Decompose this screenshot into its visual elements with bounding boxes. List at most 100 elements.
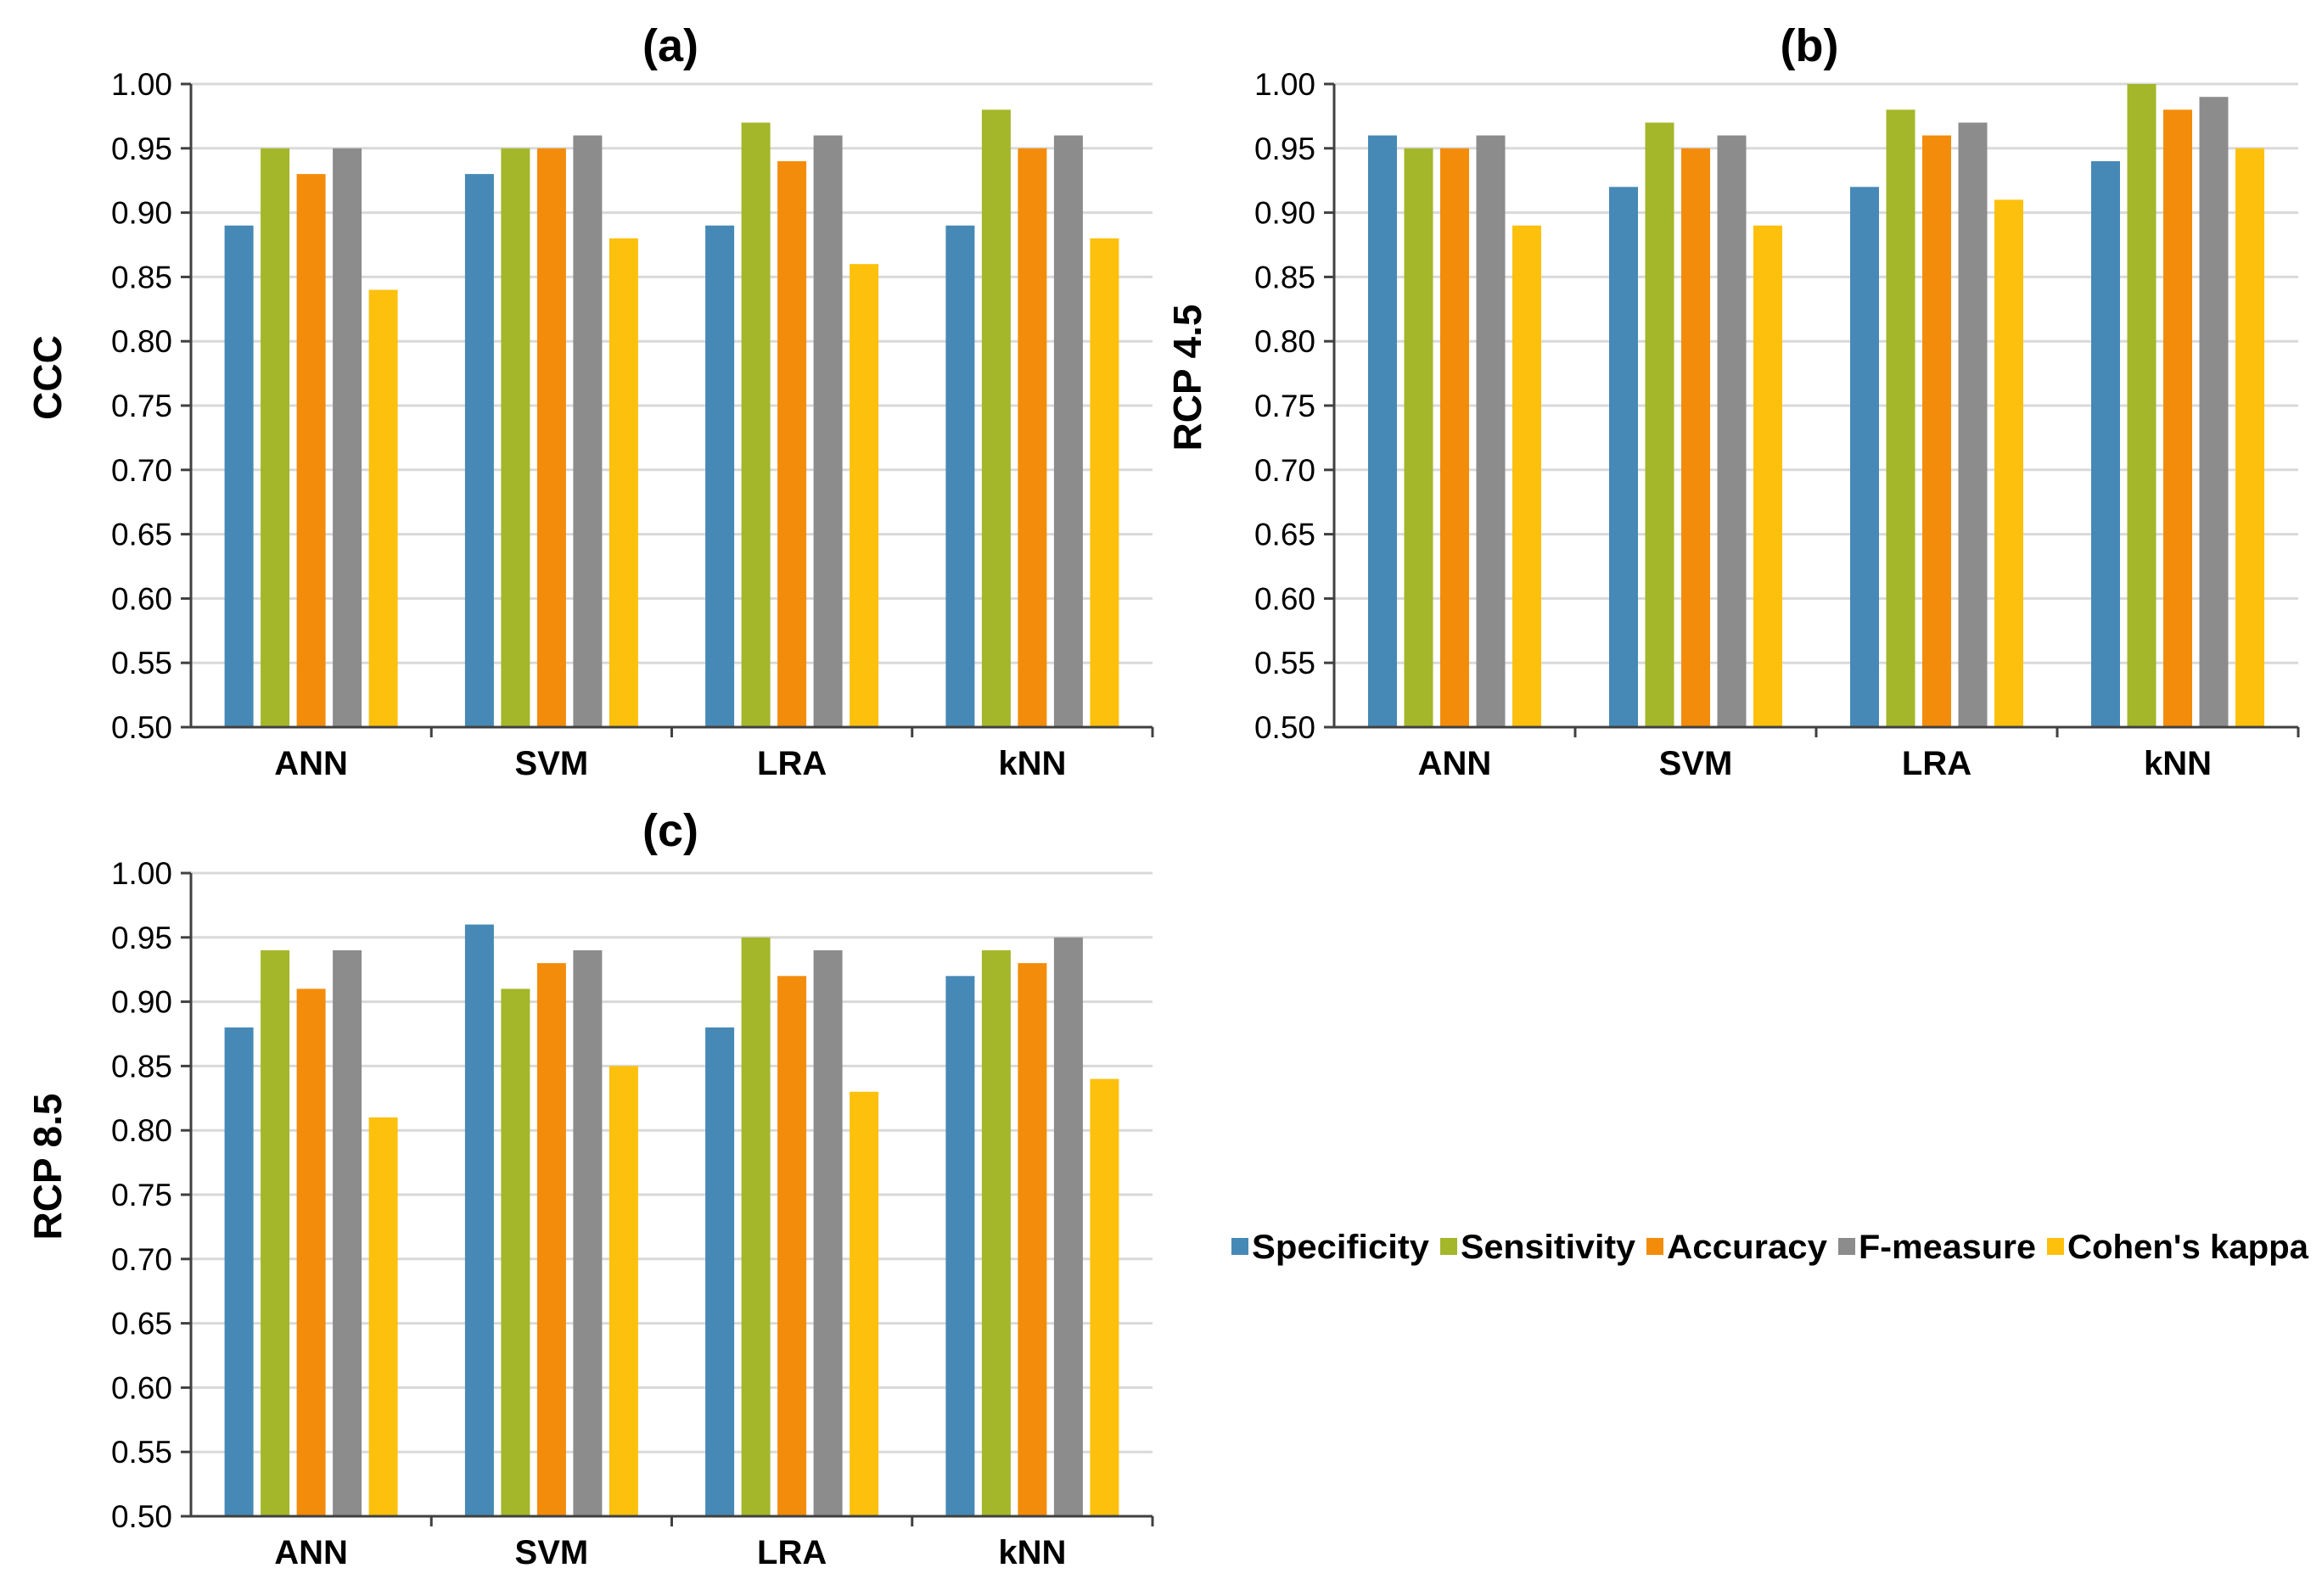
bar-c-svm-accuracy [536, 963, 566, 1516]
bar-c-svm-sensitivity [501, 988, 530, 1516]
panel-a-bars [224, 109, 1119, 728]
bar-a-ann-cohen-s-kappa [368, 289, 398, 728]
bar-b-lra-f-measure [1958, 122, 1988, 727]
bar-b-knn-accuracy [2163, 109, 2192, 728]
panel-a-xtick-label-svm: SVM [515, 745, 589, 782]
bar-a-knn-cohen-s-kappa [1090, 238, 1119, 727]
panel-b-ytick-label: 0.95 [1254, 132, 1315, 166]
panel-c-xtick-label-lra: LRA [757, 1534, 827, 1571]
panel-a-ytick-label: 0.95 [111, 132, 172, 166]
panel-a-ytick-label: 0.85 [111, 260, 172, 294]
panel-c-title: (c) [642, 805, 698, 856]
panel-b-ytick-label: 0.85 [1254, 260, 1315, 294]
bar-b-lra-cohen-s-kappa [1994, 199, 2023, 727]
legend-label-cohens-kappa: Cohen's kappa [2067, 1229, 2309, 1266]
panel-b-ytick-label: 0.50 [1254, 710, 1315, 745]
bar-c-svm-f-measure [573, 950, 603, 1516]
bar-b-knn-f-measure [2199, 97, 2229, 727]
panel-a-ytick-label: 0.90 [111, 196, 172, 231]
bar-a-lra-f-measure [813, 135, 843, 728]
bar-b-knn-cohen-s-kappa [2235, 148, 2264, 728]
bar-c-knn-f-measure [1053, 937, 1083, 1516]
bar-a-svm-accuracy [536, 148, 566, 728]
bar-a-knn-accuracy [1018, 148, 1047, 728]
panel-a-ytick-label: 0.55 [111, 646, 172, 680]
panel-b-xtick-label-svm: SVM [1659, 745, 1733, 782]
bar-c-lra-cohen-s-kappa [850, 1091, 879, 1516]
panel-b-ytick-label: 1.00 [1254, 67, 1315, 102]
panel-a-ylabel: CCC [25, 335, 70, 420]
legend-label-sensitivity: Sensitivity [1461, 1229, 1636, 1266]
bar-c-knn-cohen-s-kappa [1090, 1078, 1119, 1516]
bar-b-svm-cohen-s-kappa [1753, 225, 1782, 727]
legend-label-specificity: Specificity [1252, 1229, 1430, 1266]
bar-a-lra-accuracy [777, 161, 807, 727]
legend-swatch-f-measure [1838, 1238, 1855, 1255]
bar-c-svm-cohen-s-kappa [609, 1066, 638, 1516]
panel-c-bars [224, 924, 1119, 1516]
panel-c-ytick-label: 0.60 [111, 1370, 172, 1405]
bar-b-svm-sensitivity [1645, 122, 1674, 727]
panel-b-bars [1368, 84, 2264, 728]
bar-c-svm-specificity [464, 924, 494, 1516]
panel-a-xtick-label-knn: kNN [998, 745, 1066, 782]
panel-c-axes [181, 871, 1154, 1526]
panel-c-ytick-label: 0.85 [111, 1049, 172, 1084]
panel-a-ytick-label: 0.60 [111, 581, 172, 616]
panel-a-xticks: ANN SVM LRA kNN [274, 745, 1066, 782]
panel-b-ytick-label: 0.55 [1254, 646, 1315, 680]
bar-b-ann-cohen-s-kappa [1512, 225, 1541, 727]
panel-c-xtick-label-ann: ANN [274, 1534, 348, 1571]
panel-b-ytick-label: 0.75 [1254, 389, 1315, 423]
bar-c-knn-specificity [945, 976, 975, 1516]
legend-label-accuracy: Accuracy [1667, 1229, 1828, 1266]
panel-a-xtick-label-ann: ANN [274, 745, 348, 782]
panel-c-ytick-label: 0.95 [111, 921, 172, 955]
panel-b-yticks: 0.50 0.55 0.60 0.65 0.70 0.75 0.80 0.85 0.90 0.95… [1254, 67, 1315, 745]
panel-c-ytick-label: 0.55 [111, 1435, 172, 1470]
panel-a-ytick-label: 0.50 [111, 710, 172, 745]
panel-a: 0.50 0.55 0.60 0.65 0.70 0.75 0.80 0.85 0.90 0.95… [25, 20, 1154, 782]
legend-swatch-cohens-kappa [2047, 1238, 2064, 1255]
panel-b-xtick-label-knn: kNN [2144, 745, 2212, 782]
panel-c: 0.50 0.55 0.60 0.65 0.70 0.75 0.80 0.85 0.90 0.95… [25, 805, 1154, 1571]
panel-c-ytick-label: 0.70 [111, 1242, 172, 1277]
panel-b-xtick-label-ann: ANN [1418, 745, 1492, 782]
panel-c-ytick-label: 0.65 [111, 1307, 172, 1341]
panel-b-title: (b) [1781, 20, 1839, 71]
panel-a-xtick-label-lra: LRA [757, 745, 827, 782]
panel-b-ytick-label: 0.60 [1254, 581, 1315, 616]
panel-b-ylabel: RCP 4.5 [1165, 304, 1209, 451]
bar-a-ann-specificity [224, 225, 254, 727]
bar-a-svm-f-measure [573, 135, 603, 728]
panel-a-axes [181, 82, 1154, 737]
panel-c-ytick-label: 0.75 [111, 1178, 172, 1212]
panel-c-ytick-label: 0.50 [111, 1499, 172, 1534]
panel-b-xtick-label-lra: LRA [1902, 745, 1971, 782]
panel-c-xtick-label-svm: SVM [515, 1534, 589, 1571]
bar-a-svm-sensitivity [501, 148, 530, 728]
panel-a-ytick-label: 0.75 [111, 389, 172, 423]
panel-c-yticks: 0.50 0.55 0.60 0.65 0.70 0.75 0.80 0.85 0.90 0.95… [111, 856, 172, 1534]
bar-a-knn-sensitivity [981, 109, 1011, 728]
bar-c-ann-f-measure [333, 950, 362, 1516]
bar-c-ann-accuracy [296, 988, 326, 1516]
bar-a-ann-f-measure [333, 148, 362, 728]
bar-a-ann-sensitivity [261, 148, 290, 728]
legend: Specificity Sensitivity Accuracy F-measu… [1231, 1229, 2309, 1266]
panel-c-ytick-label: 0.80 [111, 1113, 172, 1148]
bar-a-knn-f-measure [1053, 135, 1083, 728]
bar-b-ann-specificity [1368, 135, 1397, 728]
panel-b-ytick-label: 0.90 [1254, 196, 1315, 231]
bar-c-lra-f-measure [813, 950, 843, 1516]
panel-c-ytick-label: 1.00 [111, 856, 172, 891]
panel-c-xtick-label-knn: kNN [998, 1534, 1066, 1571]
panel-a-ytick-label: 0.70 [111, 453, 172, 488]
panel-a-yticks: 0.50 0.55 0.60 0.65 0.70 0.75 0.80 0.85 0.90 0.95… [111, 67, 172, 745]
bar-c-lra-specificity [705, 1027, 735, 1516]
bar-a-ann-accuracy [296, 174, 326, 728]
bar-c-lra-sensitivity [741, 937, 771, 1516]
bar-a-lra-sensitivity [741, 122, 771, 727]
bar-c-knn-accuracy [1018, 963, 1047, 1516]
